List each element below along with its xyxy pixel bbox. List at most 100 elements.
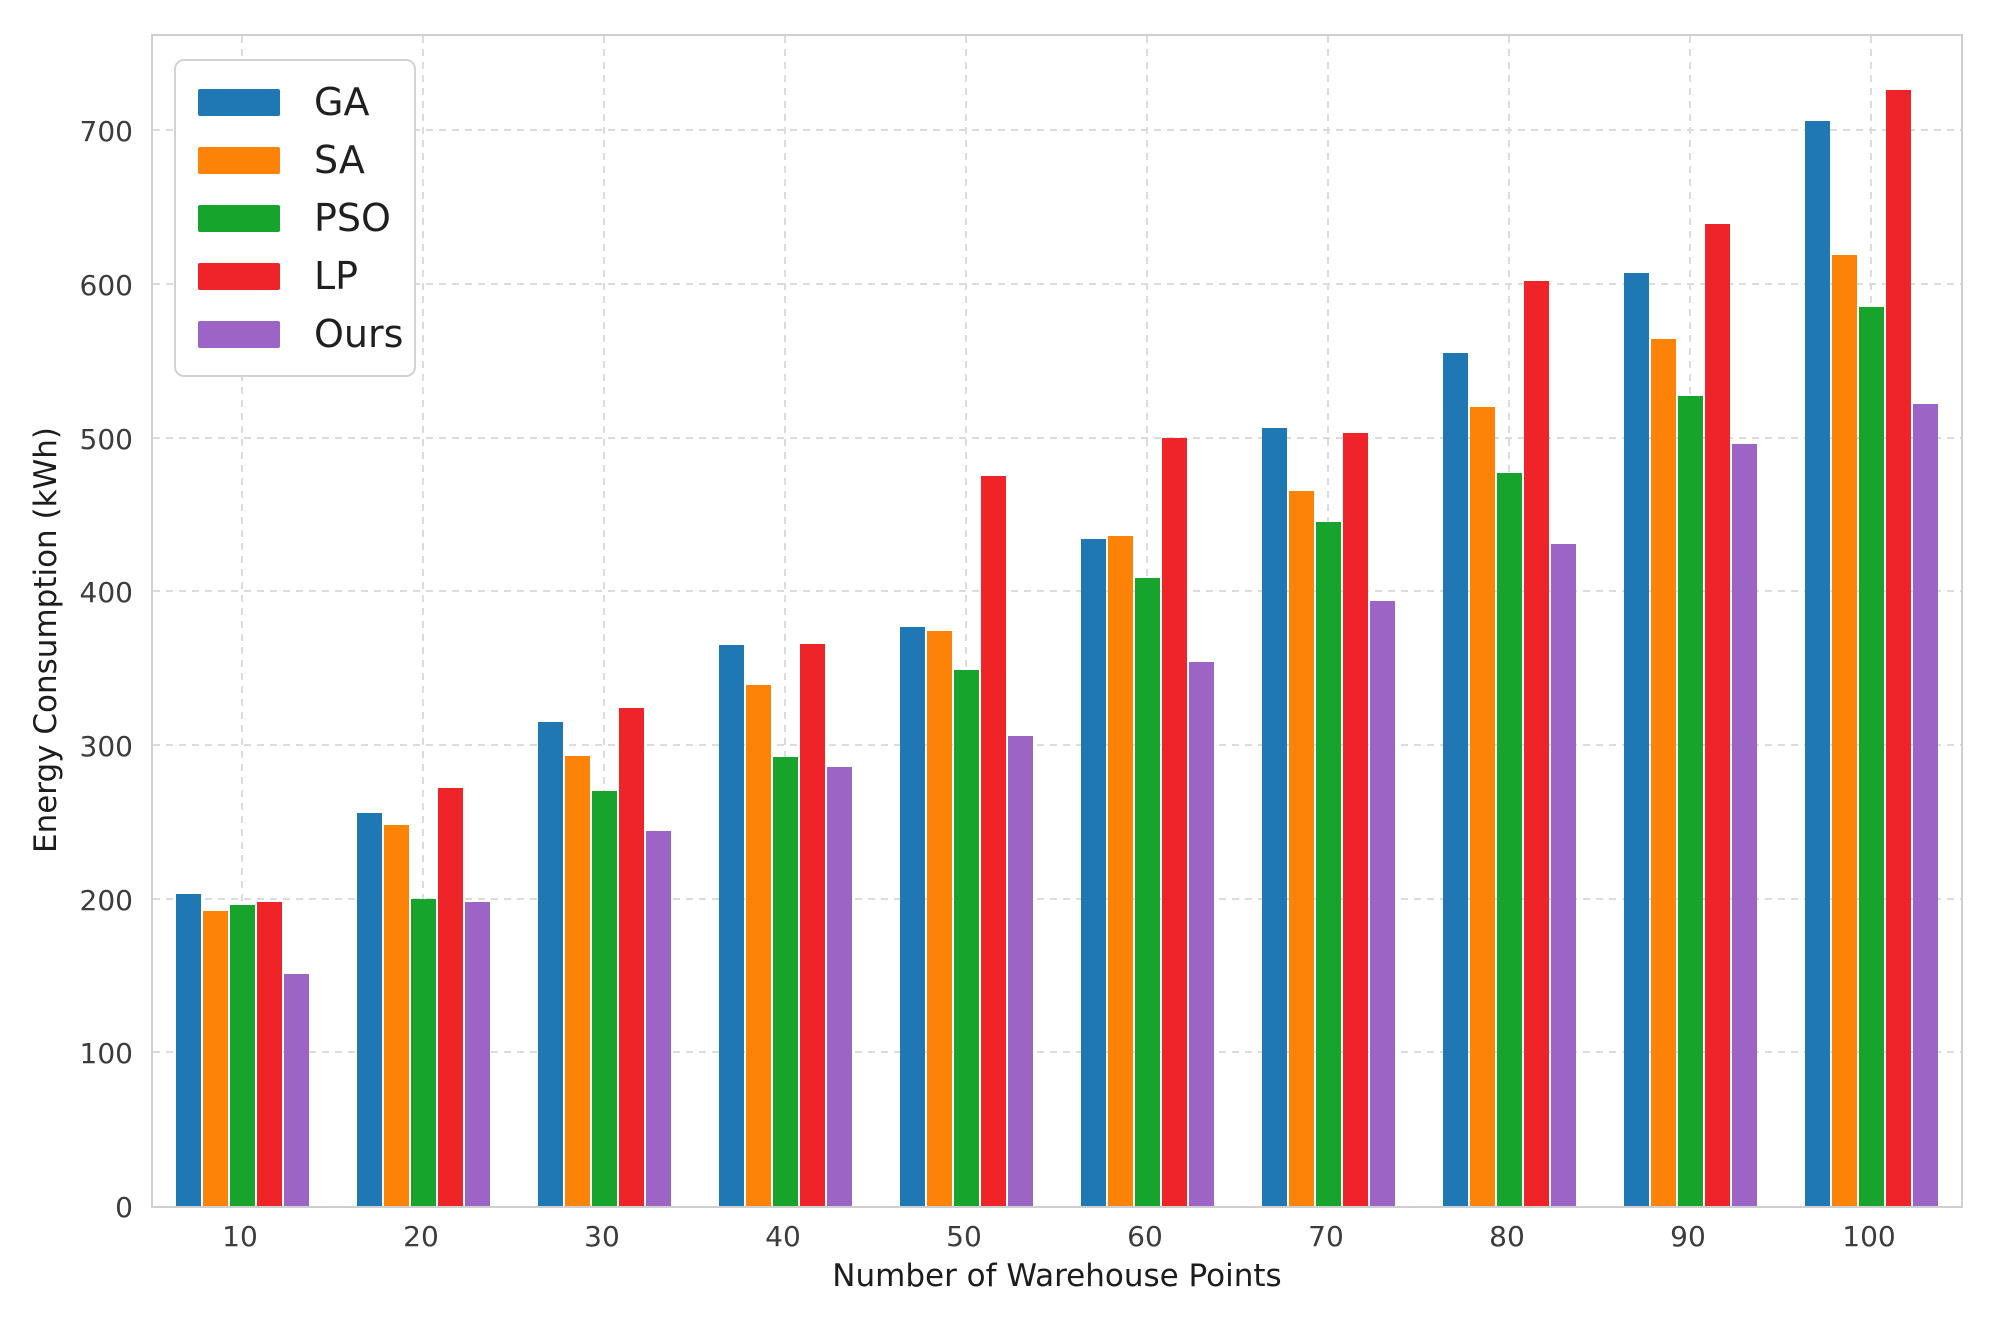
- bar-ours-10: [283, 973, 309, 1206]
- gridline-y-200: [153, 897, 1961, 900]
- bar-pso-60: [1134, 577, 1160, 1206]
- bar-pso-20: [410, 898, 436, 1206]
- gridline-x-10: [241, 36, 243, 1206]
- bar-sa-80: [1469, 406, 1495, 1206]
- y-tick-label-300: 300: [79, 730, 133, 763]
- bar-pso-10: [229, 904, 255, 1206]
- bar-ga-40: [718, 645, 744, 1206]
- legend-item-pso: PSO: [198, 189, 414, 247]
- legend-swatch-sa: [198, 146, 280, 174]
- gridline-x-30: [603, 36, 605, 1206]
- legend-item-lp: LP: [198, 247, 414, 305]
- bar-ga-90: [1623, 273, 1649, 1206]
- gridline-x-20: [422, 36, 424, 1206]
- bar-ga-30: [537, 721, 563, 1206]
- bar-ga-70: [1261, 428, 1287, 1206]
- gridline-y-400: [153, 590, 1961, 593]
- x-tick-label-90: 90: [1670, 1220, 1706, 1253]
- legend-swatch-lp: [198, 262, 280, 290]
- bar-ours-100: [1912, 403, 1938, 1206]
- bar-pso-50: [953, 669, 979, 1206]
- gridline-y-500: [153, 436, 1961, 439]
- bar-lp-20: [437, 788, 463, 1206]
- y-axis-label: Energy Consumption (kWh): [28, 427, 64, 853]
- bar-lp-50: [980, 476, 1006, 1206]
- bar-sa-50: [926, 631, 952, 1206]
- gridline-y-100: [153, 1051, 1961, 1054]
- legend-item-ga: GA: [198, 73, 414, 131]
- bar-ga-10: [175, 894, 201, 1206]
- legend-item-ours: Ours: [198, 305, 414, 363]
- plot-area: GA SA PSO LP Ours: [151, 34, 1963, 1208]
- bar-ours-90: [1731, 443, 1757, 1206]
- x-tick-label-100: 100: [1842, 1220, 1896, 1253]
- bar-lp-90: [1704, 224, 1730, 1206]
- bar-sa-90: [1650, 339, 1676, 1206]
- bar-ours-80: [1550, 543, 1576, 1206]
- legend-label-lp: LP: [314, 254, 359, 298]
- bar-ours-50: [1007, 735, 1033, 1206]
- bar-ga-20: [356, 812, 382, 1206]
- legend-label-ga: GA: [314, 80, 370, 124]
- gridline-y-600: [153, 283, 1961, 286]
- x-axis-label: Number of Warehouse Points: [832, 1258, 1282, 1294]
- legend-item-sa: SA: [198, 131, 414, 189]
- legend-label-pso: PSO: [314, 196, 391, 240]
- bar-ours-20: [464, 901, 490, 1206]
- bar-sa-30: [564, 755, 590, 1206]
- bar-sa-60: [1107, 536, 1133, 1206]
- y-tick-label-0: 0: [115, 1191, 133, 1224]
- y-tick-label-700: 700: [79, 115, 133, 149]
- gridline-x-50: [965, 36, 967, 1206]
- bar-pso-70: [1315, 522, 1341, 1206]
- bar-sa-10: [202, 910, 228, 1206]
- x-tick-label-50: 50: [946, 1220, 982, 1253]
- y-tick-label-100: 100: [79, 1037, 133, 1071]
- y-tick-label-400: 400: [79, 576, 133, 610]
- bar-ga-50: [899, 626, 925, 1206]
- bar-pso-40: [772, 757, 798, 1206]
- bar-ga-60: [1080, 539, 1106, 1206]
- bar-ours-70: [1369, 600, 1395, 1206]
- x-tick-label-20: 20: [403, 1220, 439, 1253]
- x-tick-label-80: 80: [1489, 1220, 1525, 1253]
- bar-sa-20: [383, 824, 409, 1206]
- legend-swatch-ga: [198, 88, 280, 116]
- gridline-y-300: [153, 744, 1961, 747]
- bar-lp-10: [256, 901, 282, 1206]
- gridline-y-700: [153, 129, 1961, 132]
- x-tick-label-70: 70: [1308, 1220, 1344, 1253]
- gridline-x-40: [784, 36, 786, 1206]
- bar-pso-30: [591, 791, 617, 1206]
- x-tick-label-30: 30: [584, 1220, 620, 1253]
- x-tick-label-10: 10: [222, 1220, 258, 1253]
- bar-lp-60: [1161, 437, 1187, 1206]
- bar-ours-60: [1188, 662, 1214, 1206]
- bar-sa-40: [745, 685, 771, 1206]
- y-tick-label-200: 200: [79, 883, 133, 917]
- bar-ga-80: [1442, 353, 1468, 1206]
- legend-swatch-pso: [198, 204, 280, 232]
- x-tick-label-40: 40: [765, 1220, 801, 1253]
- bar-lp-100: [1885, 90, 1911, 1206]
- legend-label-sa: SA: [314, 138, 365, 182]
- y-tick-label-500: 500: [79, 422, 133, 456]
- legend-swatch-ours: [198, 320, 280, 348]
- bar-pso-100: [1858, 307, 1884, 1206]
- bar-ours-40: [826, 766, 852, 1206]
- bar-lp-30: [618, 708, 644, 1206]
- bar-sa-70: [1288, 491, 1314, 1206]
- bar-sa-100: [1831, 254, 1857, 1206]
- bar-ga-100: [1804, 121, 1830, 1206]
- bar-lp-80: [1523, 280, 1549, 1206]
- bar-lp-70: [1342, 433, 1368, 1206]
- x-tick-label-60: 60: [1127, 1220, 1163, 1253]
- bar-lp-40: [799, 643, 825, 1206]
- legend: GA SA PSO LP Ours: [174, 59, 416, 377]
- bar-pso-80: [1496, 473, 1522, 1206]
- y-tick-label-600: 600: [79, 269, 133, 302]
- bar-ours-30: [645, 831, 671, 1206]
- legend-label-ours: Ours: [314, 312, 404, 356]
- bar-pso-90: [1677, 396, 1703, 1206]
